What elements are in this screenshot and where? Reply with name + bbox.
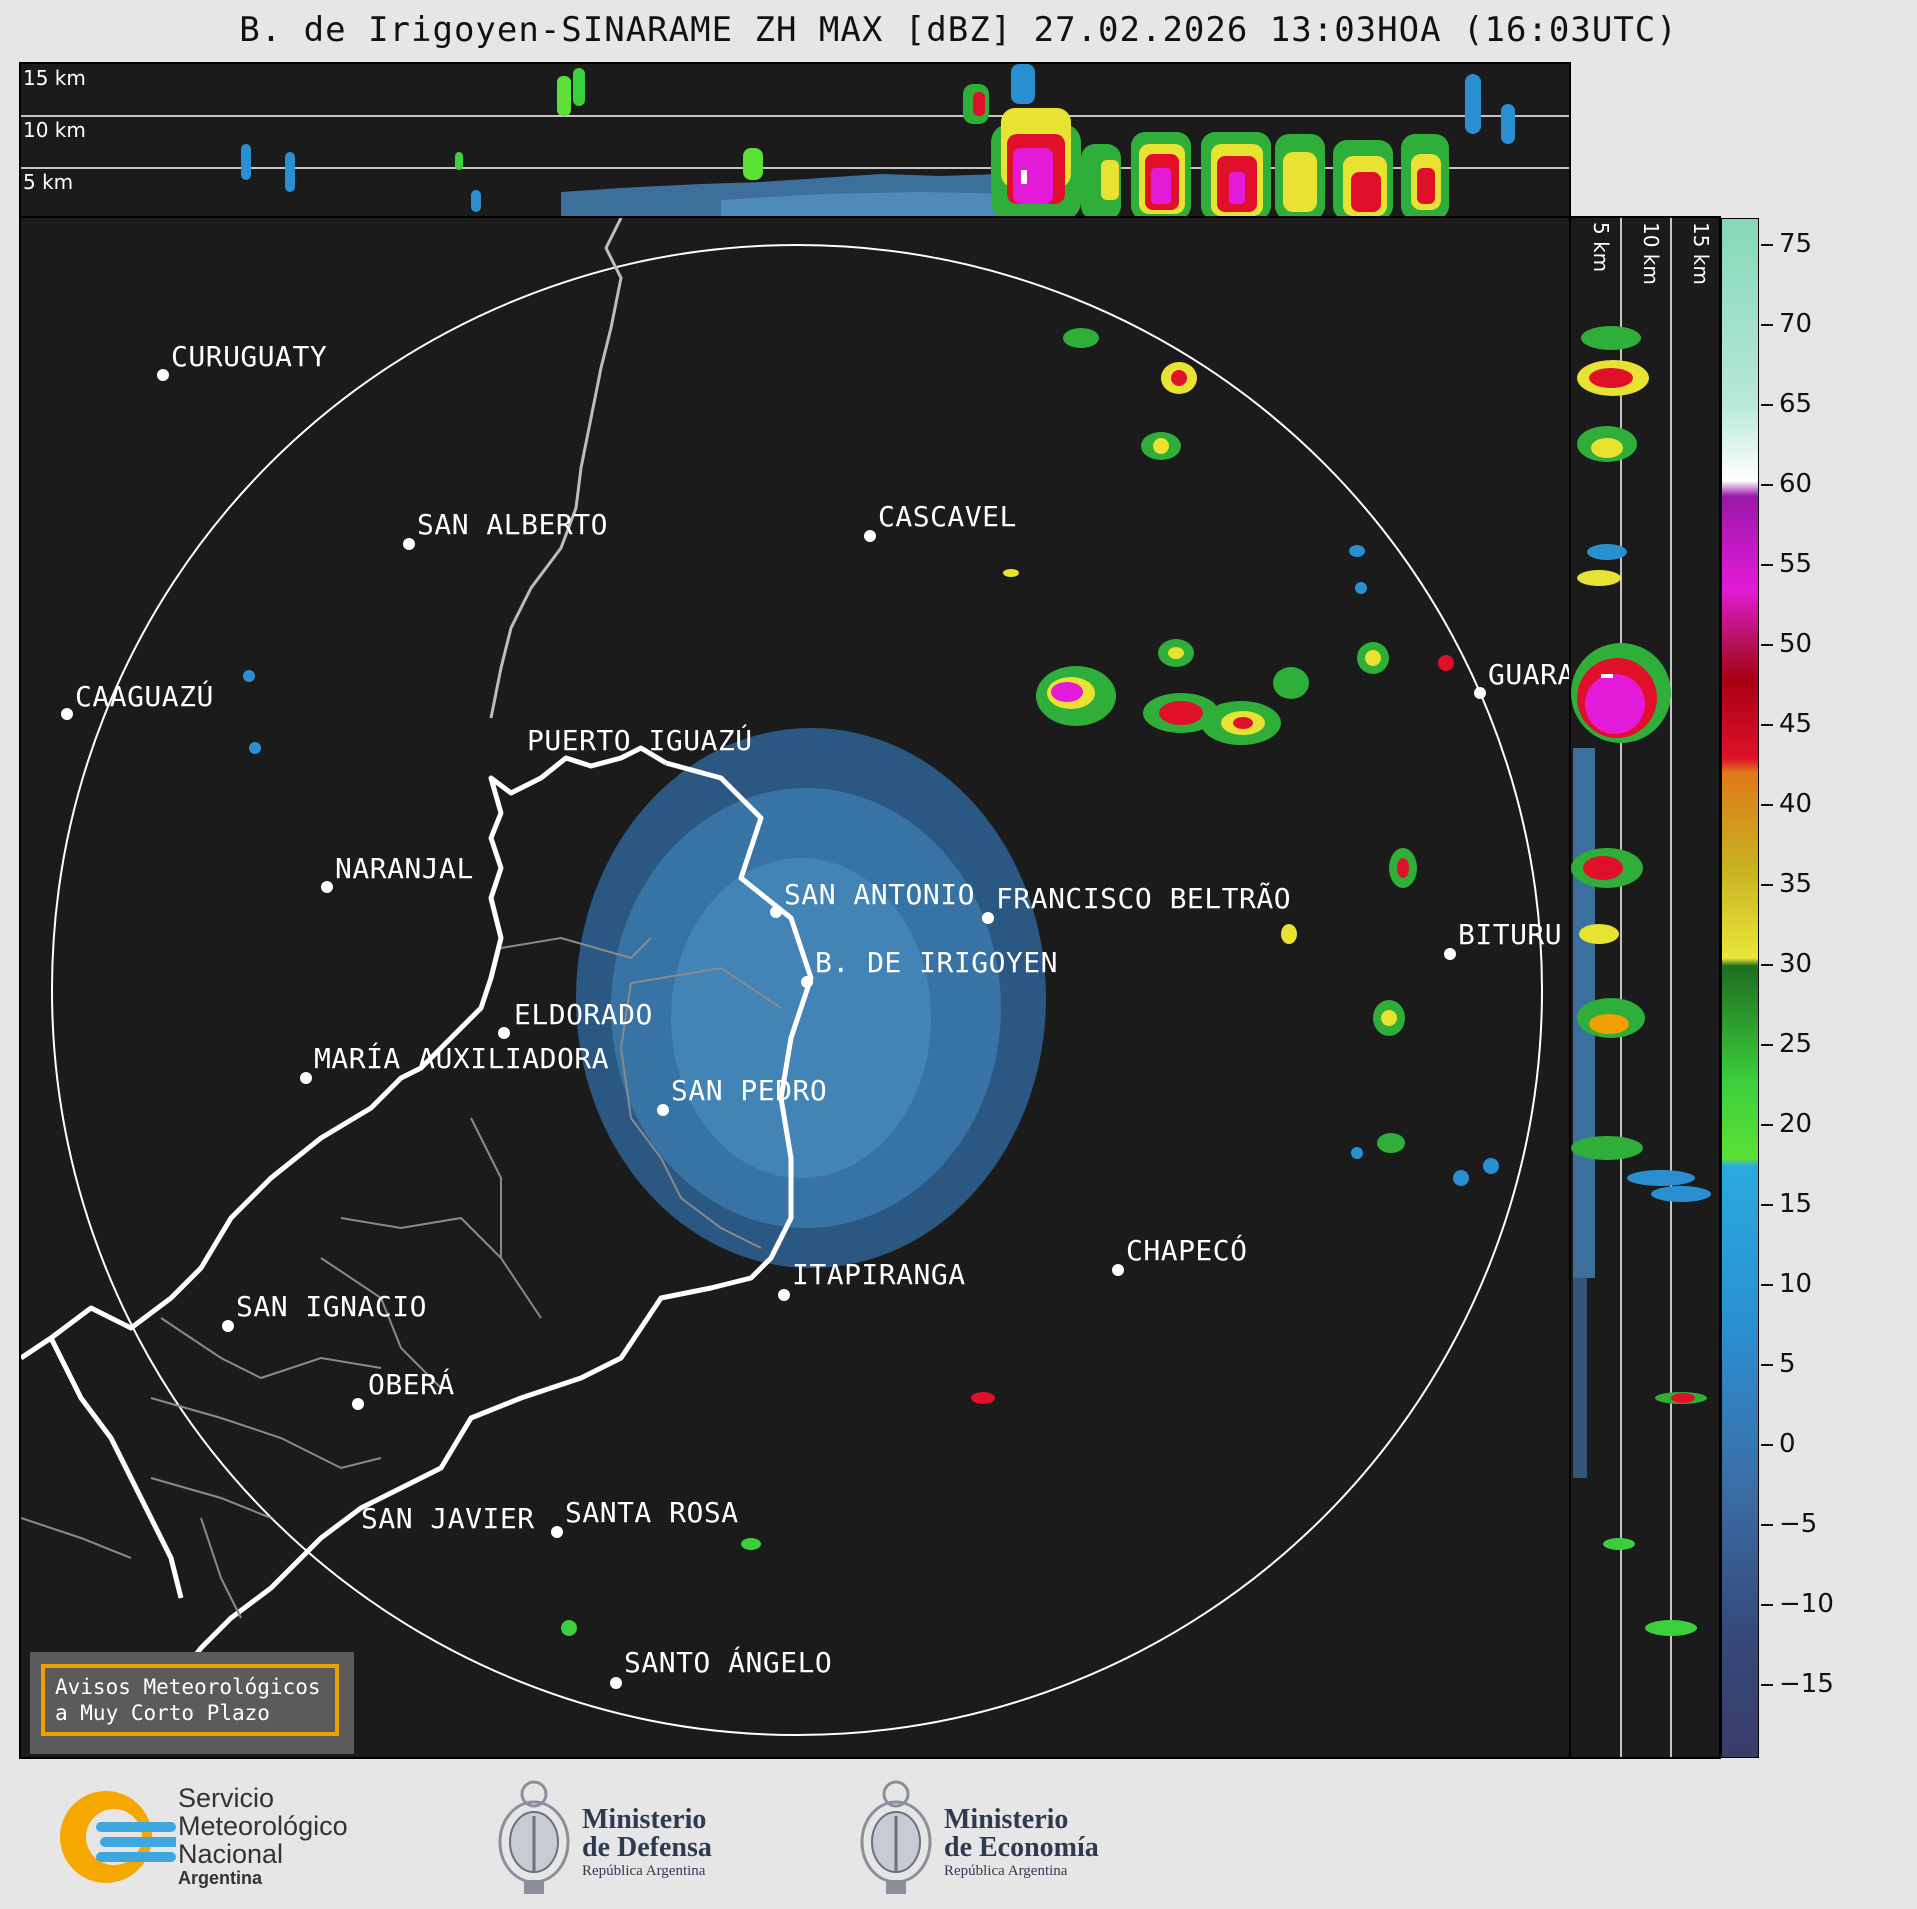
city-markers [61, 369, 1486, 1689]
city-label-francisco-beltrao: FRANCISCO BELTRÃO [996, 882, 1292, 915]
city-label-santo-angelo: SANTO ÁNGELO [624, 1646, 833, 1679]
side-10km-label: 10 km [1639, 222, 1663, 285]
city-label-bituru: BITURU [1458, 918, 1563, 951]
department-borders [21, 936, 782, 1619]
colorbar-tick-30: 30 [1761, 949, 1812, 979]
warning-link-box[interactable]: Avisos Meteorológicos a Muy Corto Plazo [30, 1652, 354, 1754]
city-label-maria-auxiliadora: MARÍA AUXILIADORA [314, 1042, 610, 1075]
city-label-santa-rosa: SANTA ROSA [565, 1496, 739, 1529]
side-cells [1571, 326, 1711, 1636]
colorbar-gradient [1722, 219, 1758, 1757]
reflectivity-colorbar [1721, 218, 1759, 1758]
river-line [489, 218, 623, 719]
map-title: B. de Irigoyen-SINARAME ZH MAX [dBZ] 27.… [239, 10, 1678, 50]
city-label-b-de-irigoyen: B. DE IRIGOYEN [815, 946, 1059, 979]
top-height-profile-panel: 15 km 10 km 5 km [19, 62, 1571, 218]
profile-cells [241, 64, 1515, 216]
city-label-itapiranga: ITAPIRANGA [792, 1258, 966, 1291]
defensa-shield-icon [498, 1780, 570, 1894]
city-label-cascavel: CASCAVEL [878, 500, 1017, 533]
colorbar-tick-20: 20 [1761, 1109, 1812, 1139]
city-label-san-alberto: SAN ALBERTO [417, 508, 608, 541]
city-label-chapeco: CHAPECÓ [1126, 1234, 1248, 1267]
colorbar-tick-60: 60 [1761, 469, 1812, 499]
colorbar-tick-25: 25 [1761, 1029, 1812, 1059]
warning-link-frame[interactable]: Avisos Meteorológicos a Muy Corto Plazo [41, 1664, 339, 1736]
warning-line-1: Avisos Meteorológicos [55, 1675, 321, 1699]
colorbar-tick-50: 50 [1761, 629, 1812, 659]
radar-range-ring [51, 244, 1543, 1736]
colorbar-tick-75: 75 [1761, 229, 1812, 259]
economia-shield-icon [860, 1780, 932, 1894]
colorbar-tick-65: 65 [1761, 389, 1812, 419]
defensa-logo-text: Ministerio de Defensa República Argentin… [582, 1804, 712, 1880]
economia-logo-text: Ministerio de Economía República Argenti… [944, 1804, 1099, 1880]
colorbar-tick-0: 0 [1761, 1429, 1796, 1459]
city-label-san-javier: SAN JAVIER [361, 1502, 535, 1535]
side-15km-label: 15 km [1689, 222, 1713, 285]
colorbar-tick-40: 40 [1761, 789, 1812, 819]
colorbar-tick-70: 70 [1761, 309, 1812, 339]
warning-line-2: a Muy Corto Plazo [55, 1701, 270, 1725]
city-label-naranjal: NARANJAL [335, 852, 474, 885]
colorbar-tick-45: 45 [1761, 709, 1812, 739]
top-5km-label: 5 km [23, 170, 74, 194]
colorbar-tick-15: 15 [1761, 1189, 1812, 1219]
top-profile-graphic [21, 64, 1569, 216]
smn-logo-text: Servicio Meteorológico Nacional Argentin… [178, 1783, 348, 1888]
colorbar-tick-55: 55 [1761, 549, 1812, 579]
clear-air-echo [576, 728, 1046, 1268]
city-label-san-antonio: SAN ANTONIO [784, 878, 975, 911]
side-height-profile-panel: 5 km 10 km 15 km [1569, 216, 1721, 1759]
city-label-puerto-iguazu: PUERTO IGUAZÚ [527, 724, 753, 757]
colorbar-tick-35: 35 [1761, 869, 1812, 899]
colorbar-tick-10: 10 [1761, 1269, 1812, 1299]
radar-map-panel: CURUGUATY SAN ALBERTO CASCAVEL CAAGUAZÚ … [19, 216, 1571, 1759]
city-label-caaguazu: CAAGUAZÚ [75, 680, 214, 713]
colorbar-tick-minus15: −15 [1761, 1669, 1834, 1699]
colorbar-tick-minus10: −10 [1761, 1589, 1834, 1619]
city-label-guara: GUARA [1488, 658, 1571, 691]
side-profile-graphic [1571, 218, 1711, 1757]
colorbar-tick-5: 5 [1761, 1349, 1796, 1379]
city-label-san-ignacio: SAN IGNACIO [236, 1290, 427, 1323]
national-borders [21, 745, 814, 1719]
city-label-san-pedro: SAN PEDRO [671, 1074, 828, 1107]
top-10km-label: 10 km [23, 118, 86, 142]
colorbar-tick-minus5: −5 [1761, 1509, 1817, 1539]
city-label-obera: OBERÁ [368, 1368, 455, 1401]
city-label-eldorado: ELDORADO [514, 998, 653, 1031]
storm-cells [243, 328, 1499, 1636]
radar-map-graphic [21, 218, 1543, 1736]
top-15km-label: 15 km [23, 66, 86, 90]
side-5km-label: 5 km [1589, 222, 1613, 273]
city-label-curuguaty: CURUGUATY [171, 340, 328, 373]
smn-logo-icon [60, 1791, 176, 1883]
